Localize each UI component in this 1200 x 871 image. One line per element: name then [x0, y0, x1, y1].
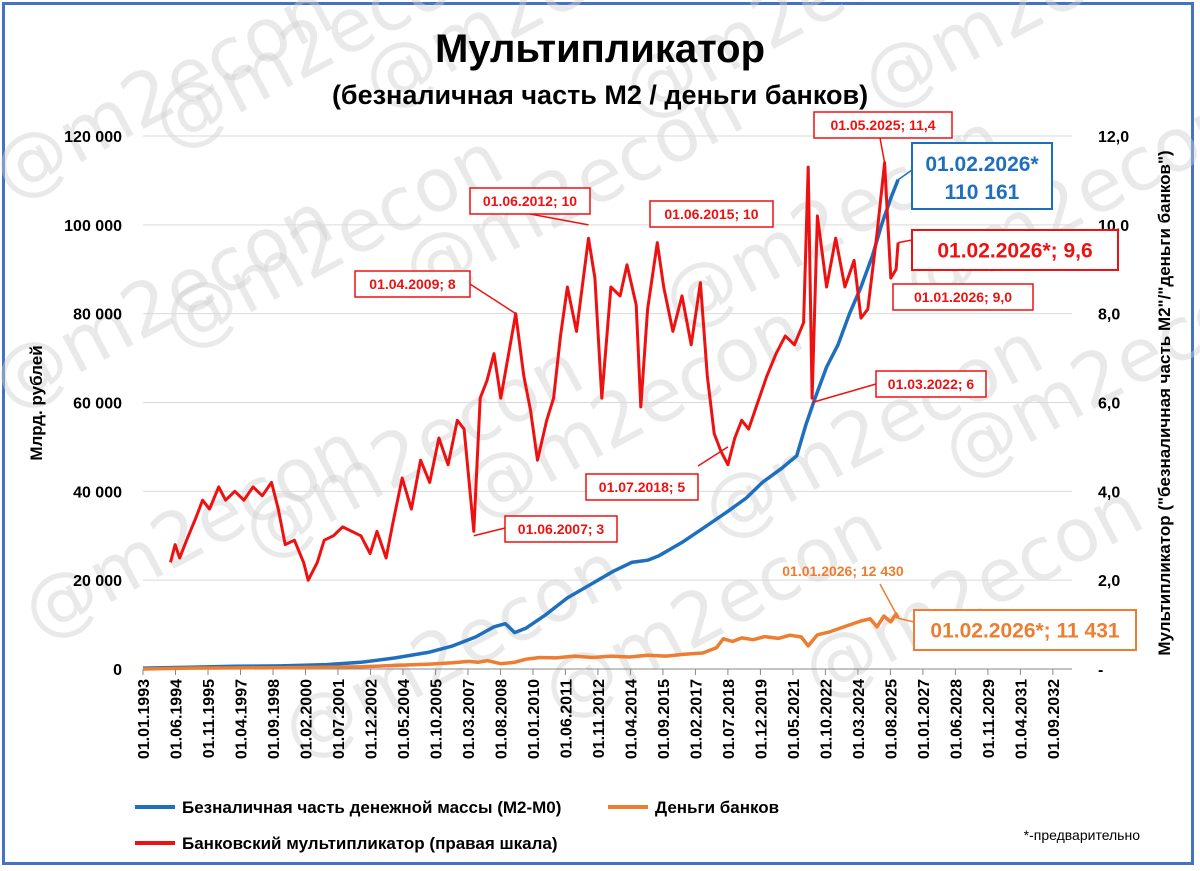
x-tick-label: 01.06.1994 — [168, 679, 185, 759]
x-tick-label: 01.10.2005 — [428, 679, 445, 759]
x-tick-label: 01.11.2012 — [591, 679, 608, 758]
x-tick-label: 01.09.2032 — [1046, 679, 1063, 759]
left-tick-label: 20 000 — [73, 573, 122, 590]
x-tick-label: 01.04.1997 — [233, 679, 250, 759]
chart-subtitle: (безналичная часть М2 / деньги банков) — [332, 80, 868, 110]
right-axis-label: Мультипликатор ("безналичная часть М2"/"… — [1155, 150, 1174, 655]
x-tick-label: 01.05.2004 — [396, 679, 413, 759]
annotation-layer: 01.06.2007; 3 01.04.2009; 8 01.06.2012; 10… — [354, 111, 1137, 651]
annotation-leader — [529, 213, 589, 226]
x-tick-label: 01.03.2024 — [851, 679, 868, 759]
x-tick-label: 01.10.2022 — [818, 679, 835, 759]
annotation-box — [585, 473, 699, 501]
annotation-label: 01.02.2026* — [925, 153, 1039, 176]
left-tick-label: 120 000 — [64, 129, 122, 146]
annotation-leader — [469, 283, 517, 315]
x-tick-label: 01.07.2001 — [331, 679, 348, 759]
x-tick-label: 01.11.2029 — [981, 679, 998, 758]
x-tick-label: 01.01.2027 — [916, 679, 933, 759]
x-tick-label: 01.02.2000 — [298, 679, 315, 759]
annotation-box — [875, 370, 987, 398]
x-tick-label: 01.01.1993 — [136, 679, 153, 759]
left-tick-label: 80 000 — [73, 307, 122, 324]
right-tick-label: 12,0 — [1098, 129, 1129, 146]
annotation-leader — [473, 527, 506, 537]
annotation-box — [469, 187, 591, 215]
right-tick-label: 4,0 — [1098, 484, 1120, 501]
annotation-label: 01.07.2018; 5 — [599, 479, 686, 495]
x-tick-label: 01.12.2019 — [753, 679, 770, 759]
x-tick-label: 01.12.2002 — [363, 679, 380, 759]
annotation-box — [354, 270, 471, 298]
annotation-box — [911, 142, 1053, 210]
series-m2-line — [142, 179, 900, 670]
annotation-leader — [897, 169, 913, 181]
annotation-box — [649, 200, 774, 228]
legend-label-bank-money: Деньги банков — [655, 798, 779, 817]
annotation-box — [911, 229, 1119, 271]
annotation-label: 01.06.2012; 10 — [483, 193, 577, 209]
annotation-box — [892, 283, 1034, 311]
right-tick-label: 6,0 — [1098, 396, 1120, 413]
series-bank-money-line — [142, 612, 900, 671]
x-tick-label: 01.04.2014 — [623, 679, 640, 759]
x-tick-label: 01.04.2031 — [1013, 679, 1030, 759]
series-layer — [142, 161, 900, 671]
grid-layer — [143, 135, 1072, 670]
annotation-label: 110 161 — [945, 181, 1020, 204]
series-multiplier-line — [169, 161, 900, 582]
annotation-leader — [879, 583, 897, 615]
x-tick-label: 01.02.2017 — [688, 679, 705, 759]
annotation-leader — [811, 383, 877, 404]
legend-label-multiplier: Банковский мультипликатор (правая шкала) — [182, 834, 558, 853]
annotation-label: 01.01.2026; 9,0 — [914, 289, 1012, 305]
annotation-label: 01.02.2026*; 11 431 — [930, 620, 1119, 643]
annotation-label: 01.04.2009; 8 — [369, 276, 456, 292]
x-tick-label: 01.08.2025 — [883, 679, 900, 759]
annotation-leader — [897, 239, 913, 244]
annotation-label: 01.02.2026*; 9,6 — [937, 240, 1092, 263]
x-tick-label: 01.05.2021 — [786, 679, 803, 759]
footnote: *-предварительно — [1024, 827, 1141, 843]
left-tick-label: 0 — [113, 662, 122, 679]
left-tick-label: 40 000 — [73, 484, 122, 501]
annotation-label: 01.03.2022; 6 — [888, 376, 975, 392]
annotation-leader — [879, 137, 886, 163]
x-tick-label: 01.06.2028 — [948, 679, 965, 759]
x-tick-label: 01.01.2010 — [526, 679, 543, 759]
legend-label-m2: Безналичная часть денежной массы (М2-М0) — [182, 798, 561, 817]
x-tick-label: 01.11.1995 — [201, 679, 218, 758]
right-tick-label: - — [1098, 662, 1103, 679]
x-tick-label: 01.09.2015 — [656, 679, 673, 759]
annotation-label: 01.06.2015; 10 — [664, 206, 758, 222]
left-tick-label: 60 000 — [73, 396, 122, 413]
annotation-label: 01.06.2007; 3 — [518, 521, 605, 537]
watermark-text: @m2econ — [848, 0, 1200, 126]
left-tick-label: 100 000 — [64, 218, 122, 235]
x-tick-label: 01.03.2007 — [461, 679, 478, 759]
x-tick-label: 01.08.2008 — [493, 679, 510, 759]
annotation-label: 01.01.2026; 12 430 — [782, 563, 904, 579]
right-tick-label: 8,0 — [1098, 307, 1120, 324]
left-axis-label: Млрд. рублей — [27, 345, 46, 460]
annotation-label: 01.05.2025; 11,4 — [830, 117, 935, 133]
annotation-leader — [892, 268, 897, 277]
annotation-box — [813, 111, 953, 139]
chart-title: Мультипликатор — [435, 27, 765, 71]
x-axis-ticks: 01.01.1993 01.06.1994 01.11.1995 01.04.1997… — [136, 669, 1063, 759]
x-tick-label: 01.07.2018 — [721, 679, 738, 759]
annotation-leader — [897, 617, 915, 623]
annotation-box — [504, 515, 618, 543]
left-axis-ticks: 0 20 000 40 000 60 000 80 000 100 000 120 000 — [64, 129, 122, 679]
x-tick-label: 01.09.1998 — [266, 679, 283, 759]
x-tick-label: 01.06.2011 — [558, 679, 575, 758]
annotation-box — [913, 609, 1137, 651]
right-tick-label: 2,0 — [1098, 573, 1120, 590]
annotation-leader — [697, 446, 729, 467]
